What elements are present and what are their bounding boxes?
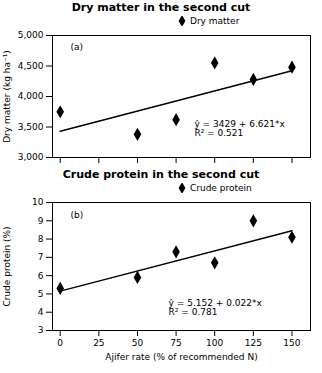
svg-text:0: 0 xyxy=(57,338,63,348)
svg-text:25: 25 xyxy=(93,338,104,348)
svg-text:50: 50 xyxy=(132,338,144,348)
html-text:Dry matter: Dry matter xyxy=(190,16,240,26)
html-text:Crude protein in the second cu: Crude protein in the second cut xyxy=(62,168,260,181)
svg-text:7: 7 xyxy=(38,252,44,262)
html-text:Dry matter in the second cut: Dry matter in the second cut xyxy=(71,1,251,14)
svg-text:3,000: 3,000 xyxy=(18,152,44,162)
svg-text:4: 4 xyxy=(38,307,44,317)
svg-text:Dry matter (kg ha⁻¹): Dry matter (kg ha⁻¹) xyxy=(2,50,12,143)
svg-text:5: 5 xyxy=(38,289,44,299)
svg-text:4,000: 4,000 xyxy=(18,91,44,101)
svg-text:100: 100 xyxy=(206,338,223,348)
svg-text:ŷ = 5.152 + 0.022*xR² = 0.781: ŷ = 5.152 + 0.022*xR² = 0.781 xyxy=(169,298,263,317)
html-text:Crude protein: Crude protein xyxy=(190,183,252,193)
svg-text:3,500: 3,500 xyxy=(18,122,44,132)
svg-text:(b): (b) xyxy=(71,210,84,220)
svg-text:5,000: 5,000 xyxy=(18,30,44,40)
svg-text:10: 10 xyxy=(32,197,44,207)
svg-text:3: 3 xyxy=(38,325,44,335)
svg-text:75: 75 xyxy=(170,338,181,348)
svg-text:Crude protein (%): Crude protein (%) xyxy=(2,226,12,306)
svg-text:8: 8 xyxy=(38,234,44,244)
svg-text:150: 150 xyxy=(283,338,300,348)
svg-text:125: 125 xyxy=(245,338,262,348)
svg-text:Ajifer rate (% of recommended: Ajifer rate (% of recommended N) xyxy=(105,352,257,362)
svg-text:ŷ = 3429 + 6.621*xR² = 0.521: ŷ = 3429 + 6.621*xR² = 0.521 xyxy=(194,119,285,138)
svg-text:6: 6 xyxy=(38,271,44,281)
svg-text:4,500: 4,500 xyxy=(18,61,44,71)
svg-text:(a): (a) xyxy=(71,42,84,52)
svg-text:9: 9 xyxy=(38,216,44,226)
